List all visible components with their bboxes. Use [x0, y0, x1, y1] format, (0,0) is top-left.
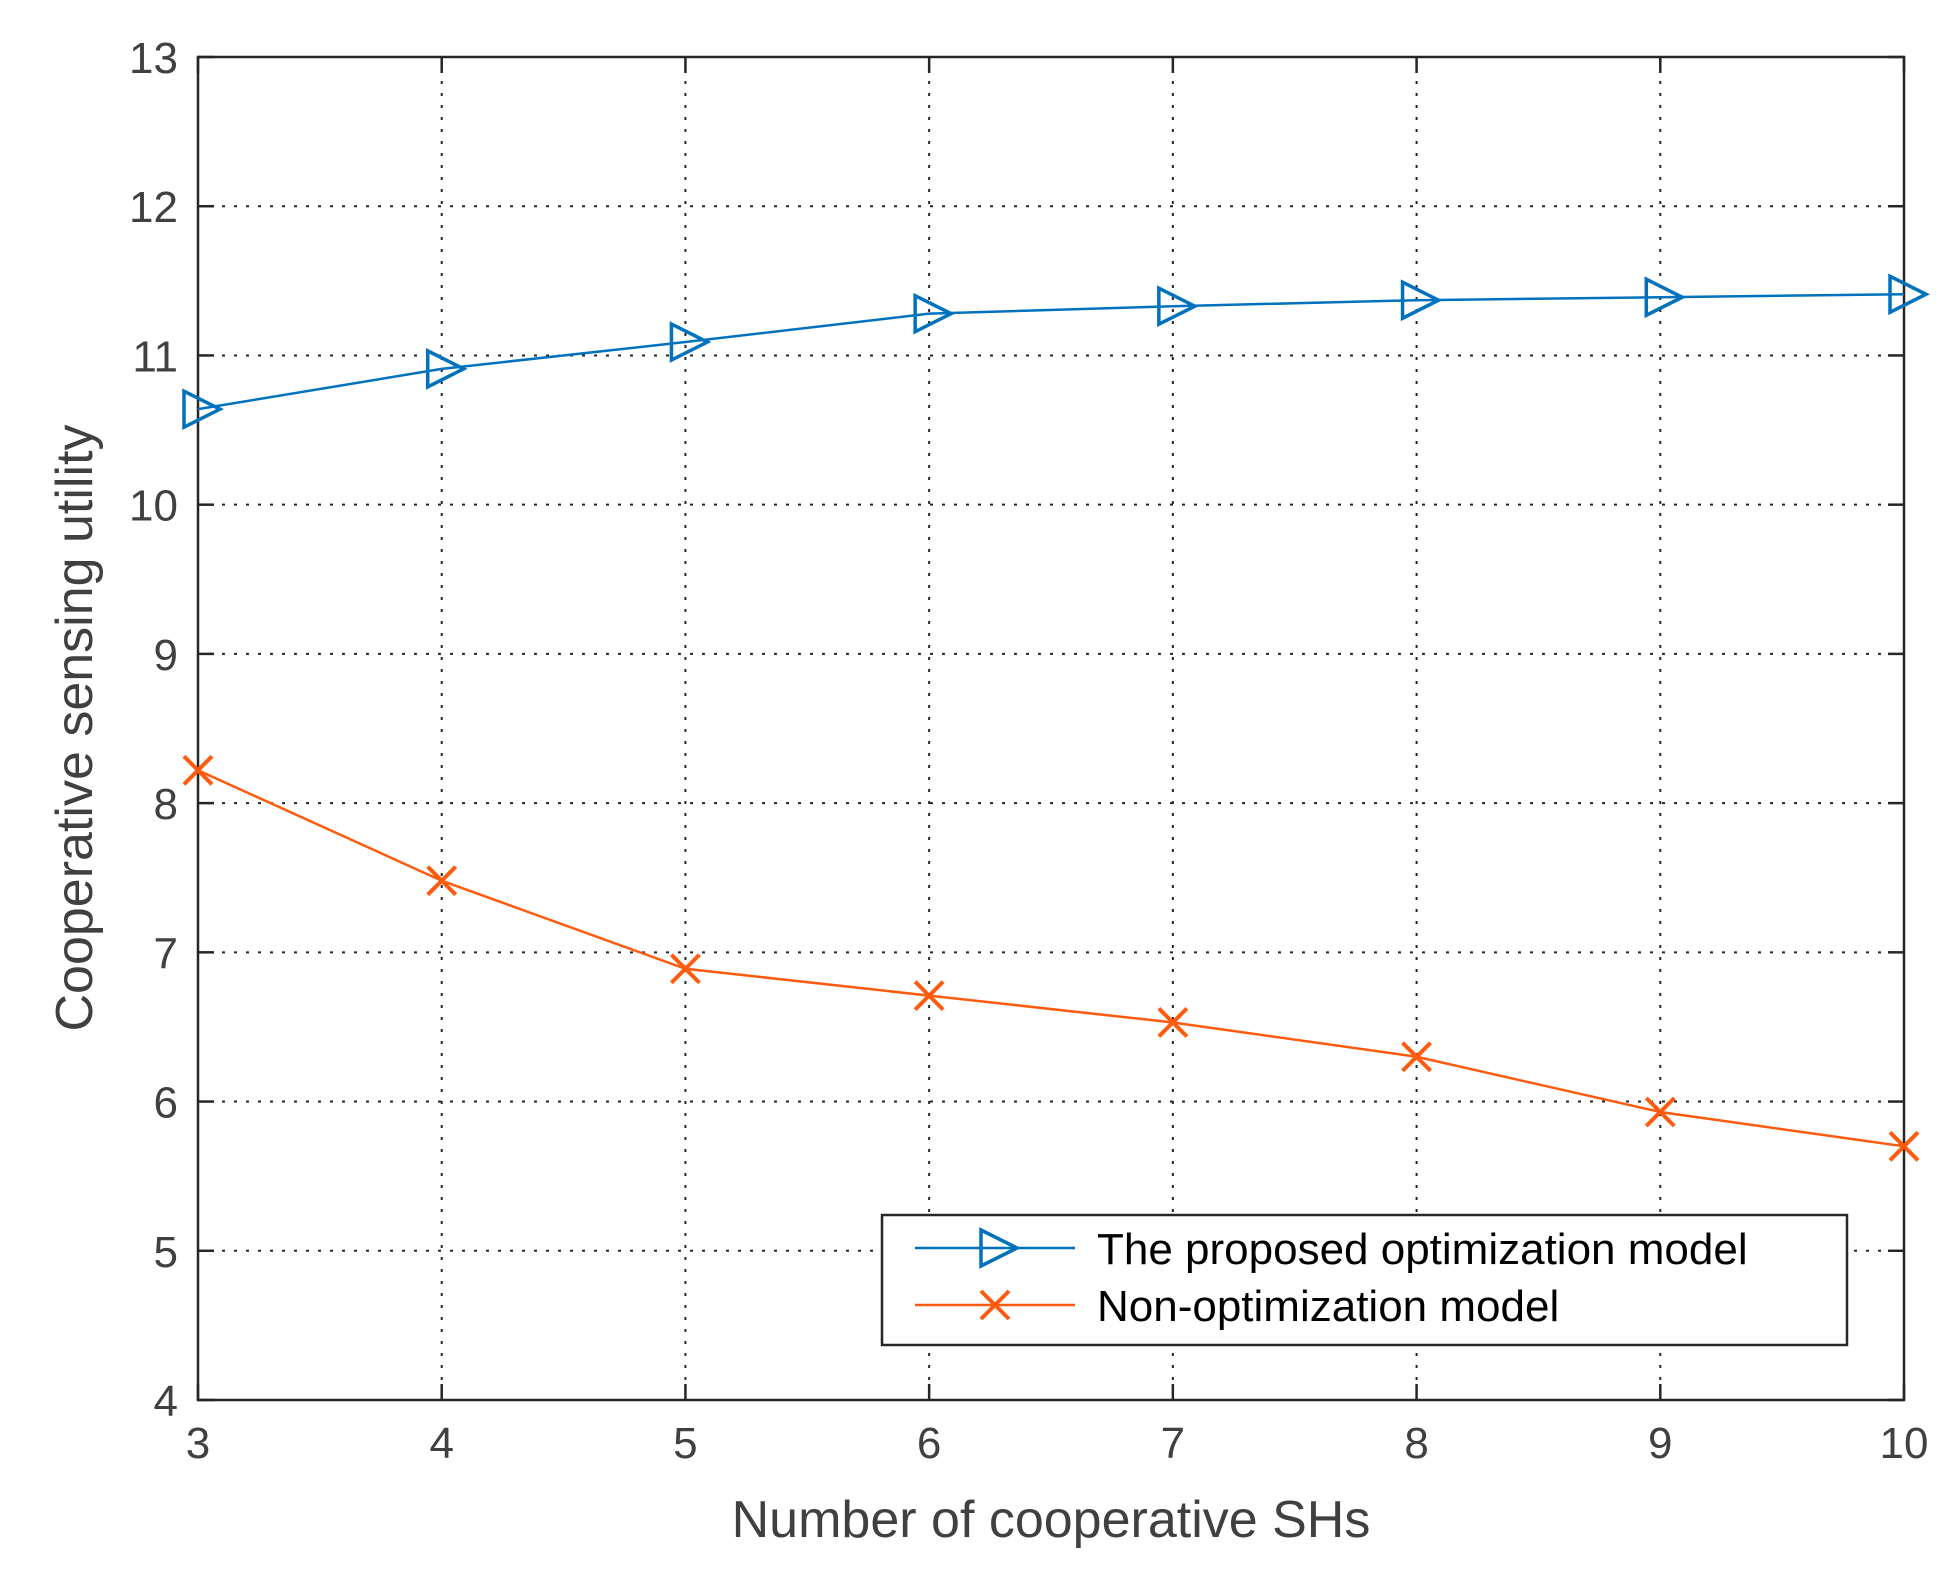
y-tick-label: 12 [129, 183, 178, 232]
data-point [670, 953, 701, 985]
gridlines [198, 57, 1904, 1400]
data-point [1401, 1041, 1432, 1073]
data-point [426, 865, 458, 897]
y-tick-label: 13 [129, 34, 178, 83]
y-tick-label: 8 [154, 780, 178, 829]
series-line [197, 769, 1905, 1148]
legend-box [880, 1213, 1849, 1347]
x-tick-label: 3 [186, 1419, 210, 1468]
series-proposed [182, 273, 1930, 430]
series-line [197, 293, 1905, 411]
data-point [1157, 1007, 1189, 1038]
data-point [182, 754, 214, 786]
y-tick-label: 10 [129, 482, 178, 531]
x-tick-label: 8 [1404, 1419, 1428, 1468]
x-tick-label: 9 [1648, 1419, 1672, 1468]
data-point [913, 292, 956, 335]
y-tick-label: 7 [154, 929, 178, 978]
y-tick-label: 11 [132, 332, 178, 381]
data-point [669, 321, 712, 363]
y-axis-label: Cooperative sensing utility [46, 425, 104, 1032]
data-point [913, 980, 945, 1012]
data-point [1888, 273, 1930, 316]
x-axis-label: Number of cooperative SHs [732, 1491, 1371, 1549]
legend-label-proposed: The proposed optimization model [1097, 1225, 1748, 1274]
data-point [1888, 1130, 1920, 1162]
series [182, 273, 1930, 1162]
legend-marker-non-optimization [979, 1289, 1011, 1321]
series-non-optimization [182, 754, 1920, 1162]
x-tick-label: 7 [1161, 1419, 1185, 1468]
data-point [425, 348, 468, 390]
y-tick-label: 4 [154, 1377, 178, 1426]
x-tick-labels: 3 4 5 6 7 8 9 10 [186, 1419, 1929, 1468]
data-point [1400, 279, 1443, 322]
y-tick-label: 6 [154, 1079, 178, 1128]
data-point [1644, 276, 1687, 319]
y-tick-labels: 4 5 6 7 8 9 10 11 12 13 [129, 34, 178, 1426]
tick-marks [196, 55, 1906, 1402]
data-point [1157, 285, 1199, 328]
x-tick-label: 10 [1880, 1419, 1929, 1468]
data-point [1644, 1096, 1676, 1128]
legend-label-non-optimization: Non-optimization model [1097, 1282, 1559, 1331]
data-point [182, 388, 224, 430]
y-tick-label: 5 [154, 1228, 178, 1277]
x-tick-label: 6 [917, 1419, 941, 1468]
x-tick-label: 5 [673, 1419, 697, 1468]
plot-area-frame [196, 55, 1906, 1402]
y-tick-label: 9 [154, 631, 178, 680]
legend-marker-proposed [979, 1227, 1021, 1269]
x-tick-label: 4 [429, 1419, 453, 1468]
legend: The proposed optimization model Non-opti… [880, 1213, 1849, 1347]
